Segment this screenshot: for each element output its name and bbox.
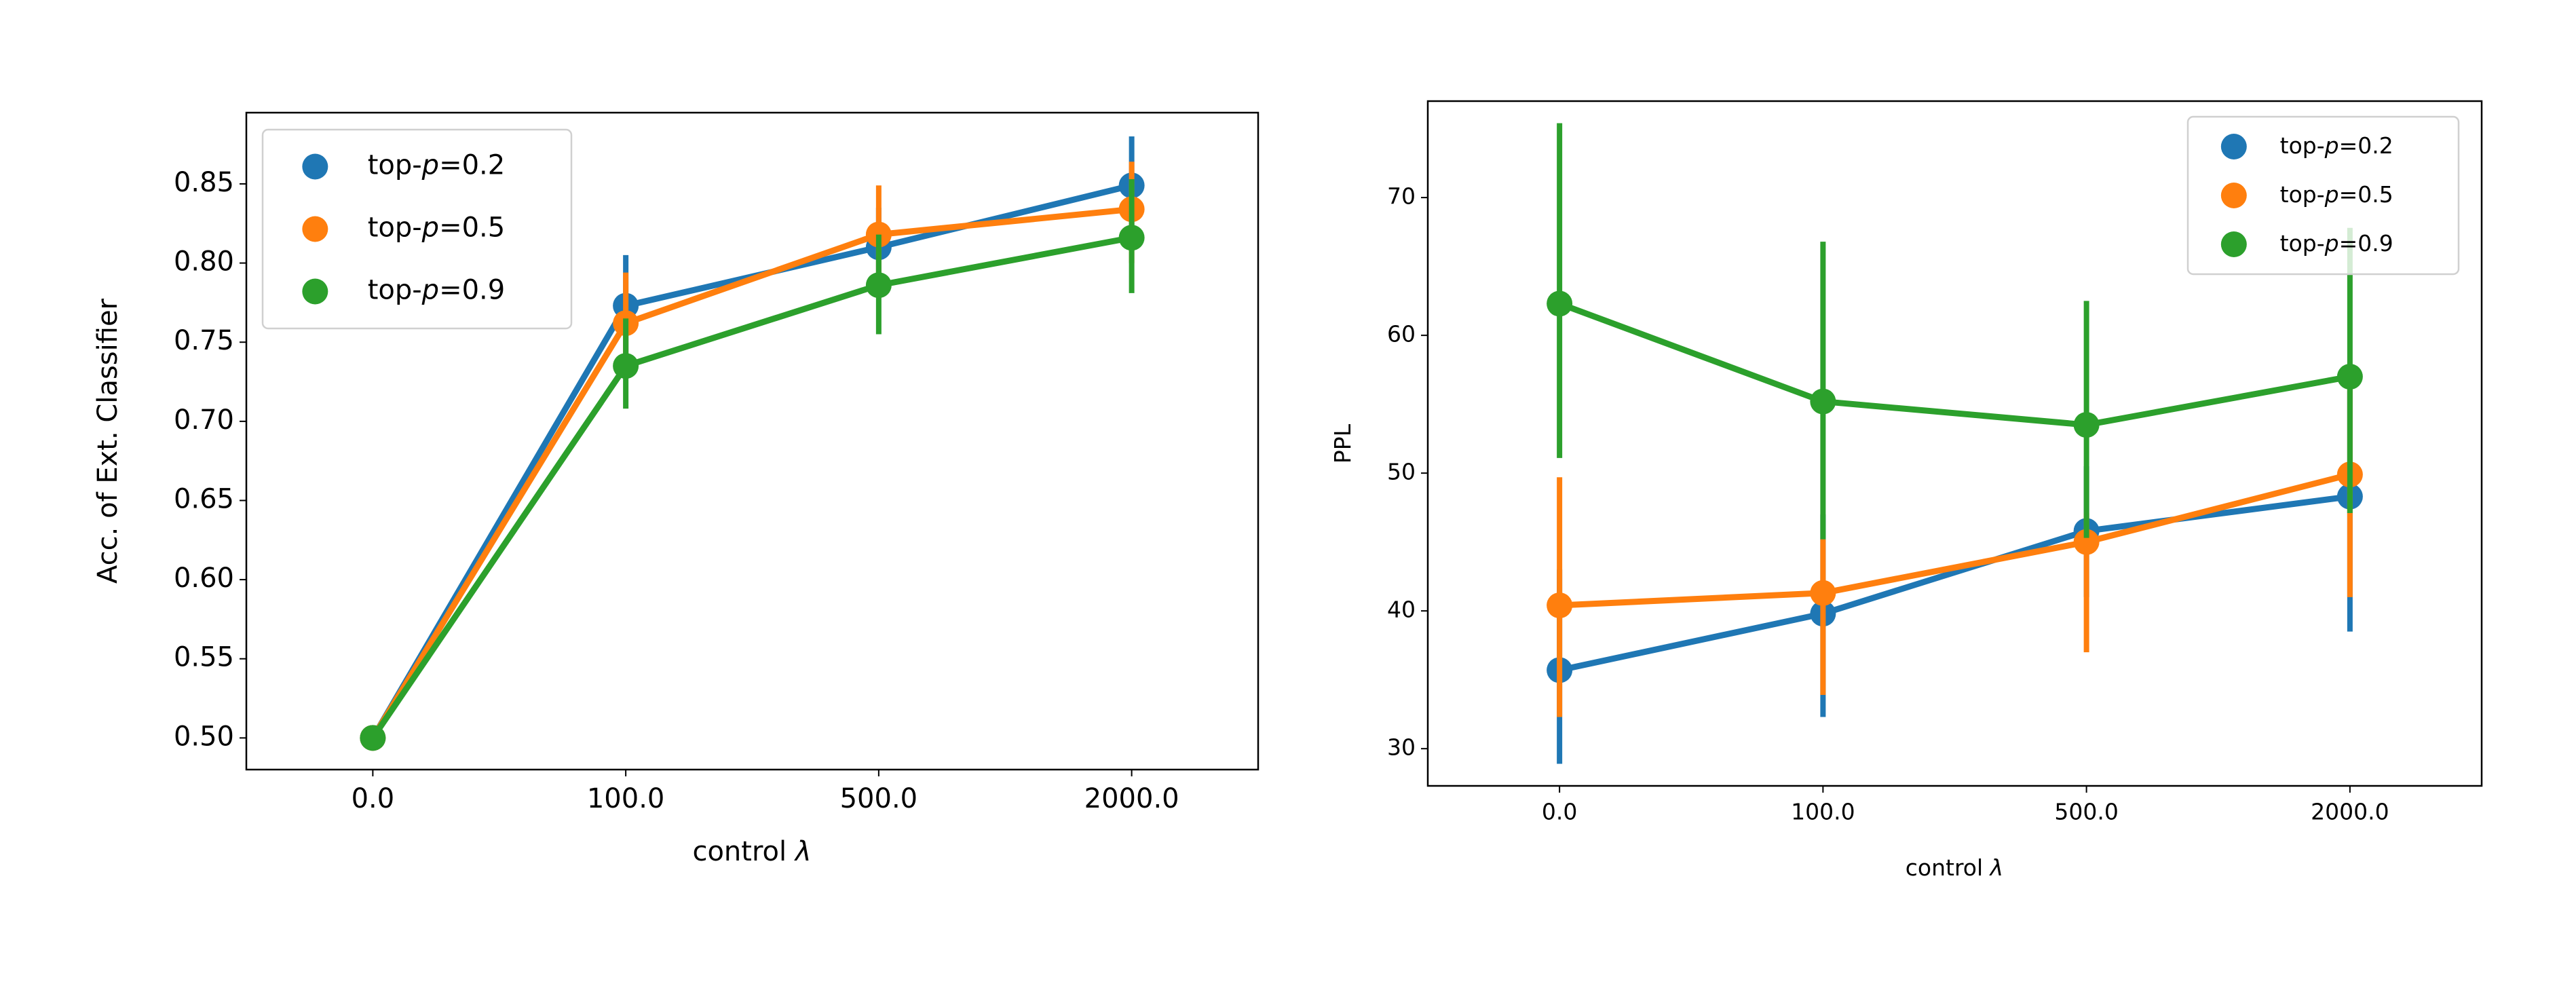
- x-axis-label: control λ: [1906, 854, 2003, 881]
- x-axis-label: control λ: [692, 836, 811, 867]
- legend-label: top-p=0.2: [368, 150, 506, 181]
- data-point: [1118, 225, 1145, 251]
- data-point: [1810, 580, 1836, 606]
- x-tick-label: 500.0: [840, 783, 918, 814]
- y-tick-label: 30: [1387, 734, 1416, 761]
- y-axis-label: PPL: [1329, 423, 1356, 464]
- series-line: [1559, 471, 2351, 609]
- axes-frame: [1426, 100, 2483, 787]
- legend-marker: [302, 216, 328, 242]
- data-point: [2336, 364, 2363, 390]
- data-point: [1547, 290, 1573, 317]
- series-line: [370, 234, 1133, 740]
- legend-label: top-p=0.5: [2280, 181, 2393, 208]
- y-tick-label: 0.65: [174, 483, 234, 514]
- y-tick-label: 0.55: [174, 642, 234, 673]
- data-point: [2073, 529, 2100, 555]
- series-line: [1559, 493, 2351, 673]
- plot-area: [1547, 123, 2363, 764]
- legend-label: top-p=0.2: [2280, 132, 2393, 159]
- accuracy-chart: 0.50 0.55 0.60 0.65 0.70 0.75 0.80 0.85 0.0 100.0…: [92, 111, 1259, 867]
- x-tick-label: 2000.0: [1084, 783, 1179, 814]
- y-tick-label: 60: [1387, 321, 1416, 347]
- x-tick-label: 100.0: [1791, 799, 1855, 825]
- y-tick-label: 0.50: [174, 721, 234, 752]
- legend-box: [2186, 115, 2460, 276]
- y-tick-label: 0.60: [174, 563, 234, 594]
- legend-marker: [2220, 183, 2247, 208]
- y-tick-label: 40: [1387, 597, 1416, 623]
- x-tick-label: 500.0: [2054, 799, 2118, 825]
- series-top-p-0-9: [360, 178, 1145, 751]
- y-axis-label: Acc. of Ext. Classifier: [92, 298, 124, 584]
- ppl-chart: 30 40 50 60 70 0.0 100.0 500.0 2000.0 control λ PP…: [1329, 100, 2483, 881]
- x-tick-label: 0.0: [352, 783, 395, 814]
- series-line: [370, 206, 1133, 740]
- data-point: [613, 353, 639, 379]
- y-tick-label: 0.80: [174, 246, 234, 278]
- legend-marker: [302, 153, 328, 180]
- plot-area: [360, 136, 1145, 751]
- legend-marker: [2220, 231, 2247, 257]
- legend-box: [261, 128, 573, 330]
- legend: top-p=0.2 top-p=0.5 top-p=0.9: [2186, 115, 2460, 276]
- x-tick-label: 100.0: [587, 783, 665, 814]
- y-tick-label: 0.85: [174, 167, 234, 198]
- legend-label: top-p=0.9: [368, 275, 506, 306]
- y-tick-label: 0.75: [174, 325, 234, 356]
- legend-marker: [2220, 134, 2247, 159]
- legend: top-p=0.2 top-p=0.5 top-p=0.9: [261, 128, 573, 330]
- data-point: [1810, 388, 1836, 415]
- data-point: [2073, 412, 2100, 438]
- y-tick-label: 70: [1387, 183, 1416, 210]
- data-point: [865, 272, 892, 299]
- axes-frame: [245, 111, 1259, 771]
- series-line: [1558, 301, 2351, 428]
- legend-marker: [302, 278, 328, 305]
- legend-label: top-p=0.5: [368, 212, 506, 244]
- legend-label: top-p=0.9: [2280, 230, 2393, 257]
- series-top-p-0-9: [1547, 123, 2363, 540]
- y-tick-label: 50: [1387, 459, 1416, 485]
- data-point: [360, 725, 386, 751]
- x-tick-label: 2000.0: [2311, 799, 2389, 825]
- y-tick-label: 0.70: [174, 404, 234, 436]
- x-tick-label: 0.0: [1542, 799, 1577, 825]
- data-point: [1547, 592, 1573, 619]
